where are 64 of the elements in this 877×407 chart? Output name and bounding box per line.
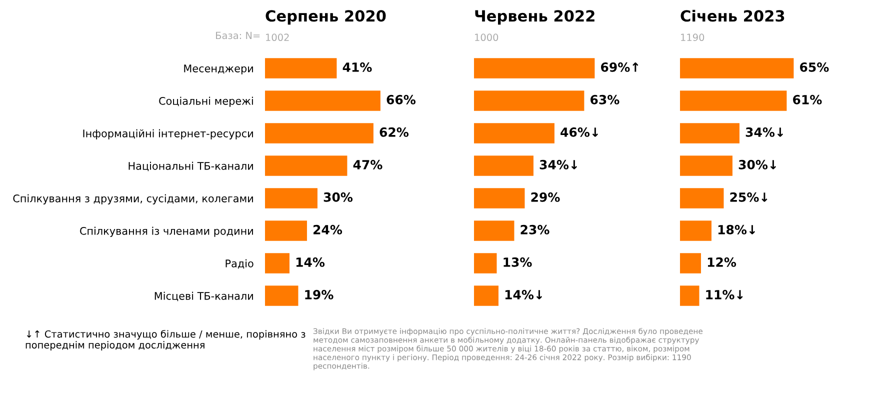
- data-label: 11%↓: [706, 290, 743, 300]
- bar: [680, 253, 701, 274]
- y-tick-label: Спілкування з друзями, сусідами, колегами: [13, 194, 253, 204]
- y-tick-label: Месенджери: [184, 64, 253, 74]
- bar: [265, 220, 307, 241]
- y-tick-label: Інформаційні інтернет-ресурси: [83, 129, 253, 140]
- y-tick-label: Національні ТБ-канали: [128, 162, 253, 172]
- data-label: 14%: [296, 257, 325, 267]
- bar: [474, 90, 584, 111]
- bar: [265, 90, 380, 111]
- data-label: 63%: [590, 94, 620, 104]
- data-label: 18%↓: [718, 224, 756, 234]
- bar: [680, 286, 700, 306]
- data-label: 66%: [386, 94, 416, 104]
- bar: [474, 220, 514, 241]
- bar: [265, 253, 290, 274]
- text: База: N=: [216, 32, 260, 40]
- chart-title: Січень 2023: [680, 10, 784, 22]
- data-label: 47%: [353, 160, 382, 170]
- bar: [265, 156, 348, 176]
- data-label: 25%↓: [730, 192, 768, 202]
- y-tick-label: Радіо: [226, 259, 254, 269]
- y-tick-label: Соціальні мережі: [159, 96, 253, 107]
- data-label: 14%↓: [505, 290, 542, 300]
- bar: [474, 188, 525, 208]
- bar: [680, 188, 724, 208]
- text: ↓↑ Статистично значущо більше / менше, порівняно з попереднім періодом дослідження: [26, 330, 306, 350]
- bar: [680, 123, 740, 144]
- bar: [474, 123, 554, 144]
- bar: [680, 156, 732, 176]
- data-label: 65%: [800, 62, 829, 72]
- data-label: 30%: [324, 192, 353, 202]
- chart-subtitle: 1000: [475, 34, 498, 42]
- bar: [680, 58, 794, 78]
- bar: [265, 188, 318, 208]
- data-label: 30%↓: [738, 160, 776, 170]
- data-label: 12%: [708, 257, 736, 267]
- bar: [474, 253, 497, 274]
- data-label: 62%: [380, 127, 409, 137]
- data-label: 29%: [531, 192, 560, 202]
- y-tick-label: Спілкування із членами родини: [80, 226, 253, 237]
- data-label: 61%: [793, 94, 822, 104]
- data-label: 23%: [520, 224, 550, 234]
- data-label: 34%↓: [746, 127, 784, 137]
- chart-subtitle: 1002: [266, 34, 289, 42]
- chart-title: Червень 2022: [475, 10, 594, 25]
- data-label: 69%↑: [601, 62, 638, 72]
- data-label: 19%: [305, 290, 334, 300]
- bar: [474, 286, 498, 306]
- bar: [680, 220, 712, 241]
- data-label: 24%: [314, 224, 342, 234]
- bar: [265, 58, 337, 78]
- y-tick-label: Місцеві ТБ-канали: [154, 292, 253, 302]
- data-label: 13%: [504, 257, 532, 267]
- chart-title: Серпень 2020: [266, 10, 386, 25]
- data-label: 34%↓: [540, 160, 578, 170]
- data-label: 46%↓: [560, 127, 598, 137]
- bar: [474, 58, 595, 78]
- bar: [265, 286, 298, 306]
- bar: [680, 90, 787, 111]
- bar: [474, 156, 534, 176]
- data-label: 41%: [342, 62, 372, 72]
- chart-subtitle: 1190: [681, 34, 704, 42]
- bar: [265, 123, 374, 144]
